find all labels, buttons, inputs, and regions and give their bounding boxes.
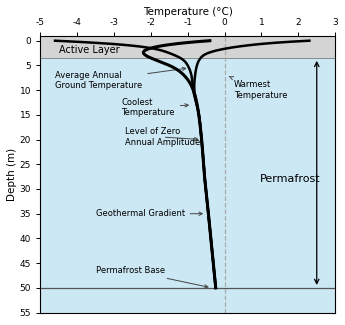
- Text: Permafrost Base: Permafrost Base: [96, 266, 208, 288]
- X-axis label: Temperature (°C): Temperature (°C): [143, 7, 233, 17]
- Text: Level of Zero
Annual Amplitude: Level of Zero Annual Amplitude: [125, 127, 200, 147]
- Text: Average Annual
Ground Temperature: Average Annual Ground Temperature: [55, 67, 186, 90]
- Text: Warmest
Temperature: Warmest Temperature: [229, 76, 287, 100]
- Text: Coolest
Temperature: Coolest Temperature: [121, 98, 188, 117]
- Text: Active Layer: Active Layer: [59, 45, 119, 55]
- Text: Geothermal Gradient: Geothermal Gradient: [96, 209, 202, 218]
- Y-axis label: Depth (m): Depth (m): [7, 148, 17, 201]
- Text: Permafrost: Permafrost: [259, 174, 320, 184]
